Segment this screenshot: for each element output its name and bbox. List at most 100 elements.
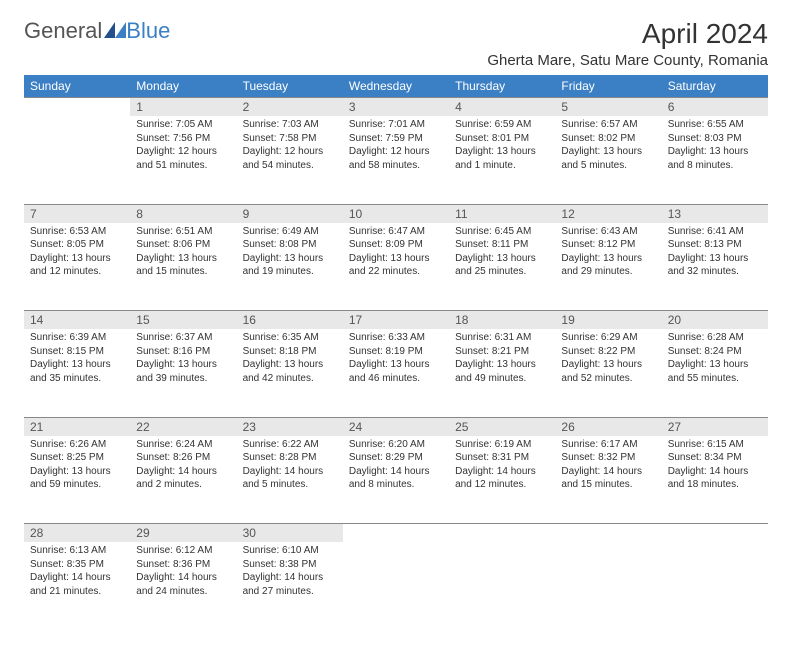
day-number: 2 <box>237 98 343 117</box>
daylight2-text: and 21 minutes. <box>30 585 124 599</box>
day-number <box>555 524 661 543</box>
sunset-text: Sunset: 8:38 PM <box>243 558 337 572</box>
day-cell: Sunrise: 6:39 AMSunset: 8:15 PMDaylight:… <box>24 329 130 417</box>
day-cell: Sunrise: 6:35 AMSunset: 8:18 PMDaylight:… <box>237 329 343 417</box>
day-cell <box>449 542 555 630</box>
sunrise-text: Sunrise: 6:31 AM <box>455 331 549 345</box>
day-number: 1 <box>130 98 236 117</box>
daylight1-text: Daylight: 13 hours <box>455 145 549 159</box>
day-cell: Sunrise: 6:28 AMSunset: 8:24 PMDaylight:… <box>662 329 768 417</box>
day-cell: Sunrise: 6:41 AMSunset: 8:13 PMDaylight:… <box>662 223 768 311</box>
day-number-row: 123456 <box>24 98 768 117</box>
daylight1-text: Daylight: 14 hours <box>349 465 443 479</box>
sunset-text: Sunset: 7:59 PM <box>349 132 443 146</box>
day-number: 15 <box>130 311 236 330</box>
day-number: 4 <box>449 98 555 117</box>
daylight2-text: and 5 minutes. <box>561 159 655 173</box>
sunrise-text: Sunrise: 7:05 AM <box>136 118 230 132</box>
day-number: 7 <box>24 204 130 223</box>
daylight2-text: and 42 minutes. <box>243 372 337 386</box>
day-number: 23 <box>237 417 343 436</box>
sunrise-text: Sunrise: 6:12 AM <box>136 544 230 558</box>
logo: General Blue <box>24 18 170 44</box>
day-cell: Sunrise: 6:47 AMSunset: 8:09 PMDaylight:… <box>343 223 449 311</box>
sunrise-text: Sunrise: 6:39 AM <box>30 331 124 345</box>
day-header: Friday <box>555 75 661 98</box>
day-header: Monday <box>130 75 236 98</box>
sunrise-text: Sunrise: 6:47 AM <box>349 225 443 239</box>
daylight2-text: and 51 minutes. <box>136 159 230 173</box>
daylight2-text: and 22 minutes. <box>349 265 443 279</box>
sunset-text: Sunset: 8:29 PM <box>349 451 443 465</box>
day-number: 17 <box>343 311 449 330</box>
daylight1-text: Daylight: 14 hours <box>668 465 762 479</box>
sunset-text: Sunset: 8:32 PM <box>561 451 655 465</box>
title-block: April 2024 Gherta Mare, Satu Mare County… <box>487 18 768 69</box>
sunrise-text: Sunrise: 6:41 AM <box>668 225 762 239</box>
daylight1-text: Daylight: 14 hours <box>243 465 337 479</box>
day-cell: Sunrise: 6:49 AMSunset: 8:08 PMDaylight:… <box>237 223 343 311</box>
daylight2-text: and 58 minutes. <box>349 159 443 173</box>
day-number: 16 <box>237 311 343 330</box>
sunrise-text: Sunrise: 6:13 AM <box>30 544 124 558</box>
day-number: 22 <box>130 417 236 436</box>
daylight1-text: Daylight: 14 hours <box>30 571 124 585</box>
daylight1-text: Daylight: 13 hours <box>30 465 124 479</box>
daylight1-text: Daylight: 14 hours <box>136 571 230 585</box>
sunrise-text: Sunrise: 6:28 AM <box>668 331 762 345</box>
day-cell: Sunrise: 6:19 AMSunset: 8:31 PMDaylight:… <box>449 436 555 524</box>
day-cell: Sunrise: 6:22 AMSunset: 8:28 PMDaylight:… <box>237 436 343 524</box>
day-cell: Sunrise: 6:37 AMSunset: 8:16 PMDaylight:… <box>130 329 236 417</box>
daylight2-text: and 39 minutes. <box>136 372 230 386</box>
day-number-row: 78910111213 <box>24 204 768 223</box>
day-number: 13 <box>662 204 768 223</box>
day-cell <box>24 116 130 204</box>
day-cell: Sunrise: 7:01 AMSunset: 7:59 PMDaylight:… <box>343 116 449 204</box>
daylight1-text: Daylight: 14 hours <box>243 571 337 585</box>
sunrise-text: Sunrise: 6:59 AM <box>455 118 549 132</box>
day-cell: Sunrise: 6:17 AMSunset: 8:32 PMDaylight:… <box>555 436 661 524</box>
sunrise-text: Sunrise: 6:22 AM <box>243 438 337 452</box>
sunrise-text: Sunrise: 6:17 AM <box>561 438 655 452</box>
sunrise-text: Sunrise: 7:01 AM <box>349 118 443 132</box>
logo-part2: Blue <box>126 18 170 44</box>
daylight2-text: and 18 minutes. <box>668 478 762 492</box>
sunset-text: Sunset: 8:12 PM <box>561 238 655 252</box>
daylight1-text: Daylight: 13 hours <box>561 358 655 372</box>
sunset-text: Sunset: 8:16 PM <box>136 345 230 359</box>
day-number: 26 <box>555 417 661 436</box>
day-number: 5 <box>555 98 661 117</box>
day-cell: Sunrise: 6:57 AMSunset: 8:02 PMDaylight:… <box>555 116 661 204</box>
daylight2-text: and 29 minutes. <box>561 265 655 279</box>
daylight1-text: Daylight: 12 hours <box>349 145 443 159</box>
daylight1-text: Daylight: 13 hours <box>668 358 762 372</box>
sunset-text: Sunset: 8:08 PM <box>243 238 337 252</box>
sunrise-text: Sunrise: 6:24 AM <box>136 438 230 452</box>
daylight1-text: Daylight: 13 hours <box>668 145 762 159</box>
day-number: 11 <box>449 204 555 223</box>
sunset-text: Sunset: 8:02 PM <box>561 132 655 146</box>
logo-mark-icon <box>104 18 126 44</box>
sunrise-text: Sunrise: 6:43 AM <box>561 225 655 239</box>
day-number: 28 <box>24 524 130 543</box>
sunset-text: Sunset: 8:01 PM <box>455 132 549 146</box>
daylight2-text: and 8 minutes. <box>668 159 762 173</box>
day-number <box>343 524 449 543</box>
daylight1-text: Daylight: 13 hours <box>455 252 549 266</box>
daylight1-text: Daylight: 12 hours <box>136 145 230 159</box>
day-cell: Sunrise: 6:59 AMSunset: 8:01 PMDaylight:… <box>449 116 555 204</box>
day-number: 18 <box>449 311 555 330</box>
day-cell: Sunrise: 6:43 AMSunset: 8:12 PMDaylight:… <box>555 223 661 311</box>
day-number-row: 282930 <box>24 524 768 543</box>
daylight1-text: Daylight: 12 hours <box>243 145 337 159</box>
sunrise-text: Sunrise: 6:53 AM <box>30 225 124 239</box>
daylight1-text: Daylight: 14 hours <box>136 465 230 479</box>
day-cell: Sunrise: 7:05 AMSunset: 7:56 PMDaylight:… <box>130 116 236 204</box>
sunrise-text: Sunrise: 6:49 AM <box>243 225 337 239</box>
header: General Blue April 2024 Gherta Mare, Sat… <box>24 18 768 69</box>
day-cell: Sunrise: 6:29 AMSunset: 8:22 PMDaylight:… <box>555 329 661 417</box>
daylight1-text: Daylight: 13 hours <box>455 358 549 372</box>
sunrise-text: Sunrise: 6:15 AM <box>668 438 762 452</box>
daylight1-text: Daylight: 13 hours <box>243 252 337 266</box>
daylight1-text: Daylight: 13 hours <box>243 358 337 372</box>
